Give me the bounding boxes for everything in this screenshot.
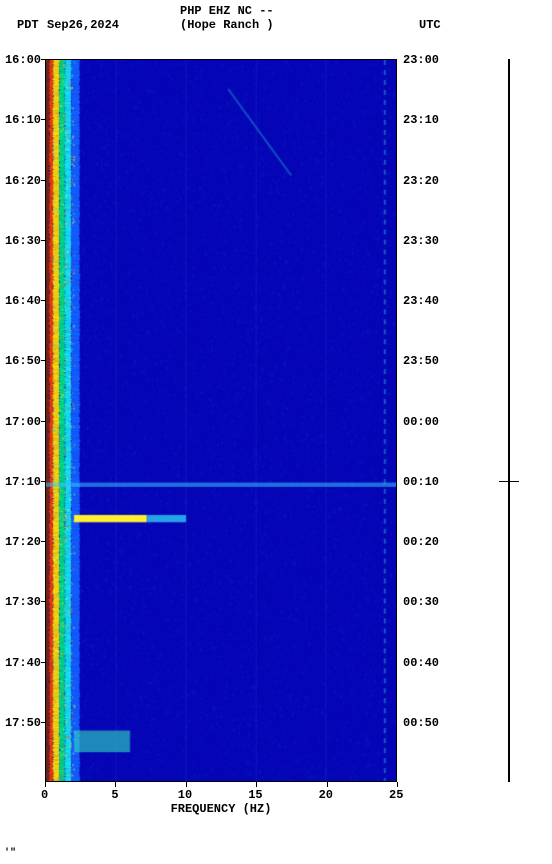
right-side-bar [508, 59, 510, 782]
y-left-tick-label: 16:40 [5, 294, 41, 308]
page: PDT Sep26,2024 PHP EHZ NC -- (Hope Ranch… [0, 0, 552, 864]
right-side-bar-tick [499, 481, 519, 482]
y-left-tick-label: 16:10 [5, 113, 41, 127]
y-left-tick-label: 17:00 [5, 415, 41, 429]
y-left-tickmark [41, 59, 45, 60]
y-left-tick-label: 16:30 [5, 234, 41, 248]
footer-mark: '" [4, 848, 16, 859]
y-right-tick-label: 00:40 [403, 656, 439, 670]
x-tickmark [186, 782, 187, 787]
header-right-tz: UTC [419, 18, 441, 32]
y-left-tick-label: 17:50 [5, 716, 41, 730]
y-left-tick-label: 17:20 [5, 535, 41, 549]
y-left-tickmark [41, 421, 45, 422]
header-station-line1: PHP EHZ NC -- [180, 4, 274, 18]
x-tick-label: 10 [178, 788, 192, 802]
y-left-tick-label: 16:00 [5, 53, 41, 67]
y-left-tickmark [41, 601, 45, 602]
x-tick-label: 15 [248, 788, 262, 802]
x-tick-label: 20 [319, 788, 333, 802]
y-right-tick-label: 00:20 [403, 535, 439, 549]
y-right-tick-label: 23:30 [403, 234, 439, 248]
x-tickmark [115, 782, 116, 787]
x-tickmark [327, 782, 328, 787]
header-left-tz: PDT [17, 18, 39, 32]
y-left-tickmark [41, 360, 45, 361]
y-left-tick-label: 16:20 [5, 174, 41, 188]
y-left-tick-label: 17:40 [5, 656, 41, 670]
y-right-tick-label: 23:40 [403, 294, 439, 308]
x-axis-title: FREQUENCY (HZ) [45, 802, 397, 816]
header-date: Sep26,2024 [47, 18, 119, 32]
y-right-tick-label: 23:00 [403, 53, 439, 67]
y-right-tick-label: 23:10 [403, 113, 439, 127]
x-tickmark [397, 782, 398, 787]
y-right-tick-label: 23:50 [403, 354, 439, 368]
y-left-tick-label: 16:50 [5, 354, 41, 368]
spectrogram-plot [45, 59, 397, 782]
header-station-line2: (Hope Ranch ) [180, 18, 274, 32]
x-tick-label: 5 [111, 788, 118, 802]
y-left-tickmark [41, 481, 45, 482]
y-left-tickmark [41, 119, 45, 120]
y-left-tickmark [41, 541, 45, 542]
x-tick-label: 0 [41, 788, 48, 802]
x-tickmark [256, 782, 257, 787]
y-left-tickmark [41, 662, 45, 663]
y-left-tickmark [41, 180, 45, 181]
y-right-tick-label: 00:50 [403, 716, 439, 730]
y-left-tickmark [41, 722, 45, 723]
y-left-tickmark [41, 240, 45, 241]
y-left-tickmark [41, 300, 45, 301]
y-right-tick-label: 00:30 [403, 595, 439, 609]
y-left-tick-label: 17:30 [5, 595, 41, 609]
y-right-tick-label: 00:00 [403, 415, 439, 429]
y-left-tick-label: 17:10 [5, 475, 41, 489]
x-tick-label: 25 [389, 788, 403, 802]
x-tickmark [45, 782, 46, 787]
y-right-tick-label: 00:10 [403, 475, 439, 489]
spectrogram-canvas [46, 60, 396, 781]
y-right-tick-label: 23:20 [403, 174, 439, 188]
